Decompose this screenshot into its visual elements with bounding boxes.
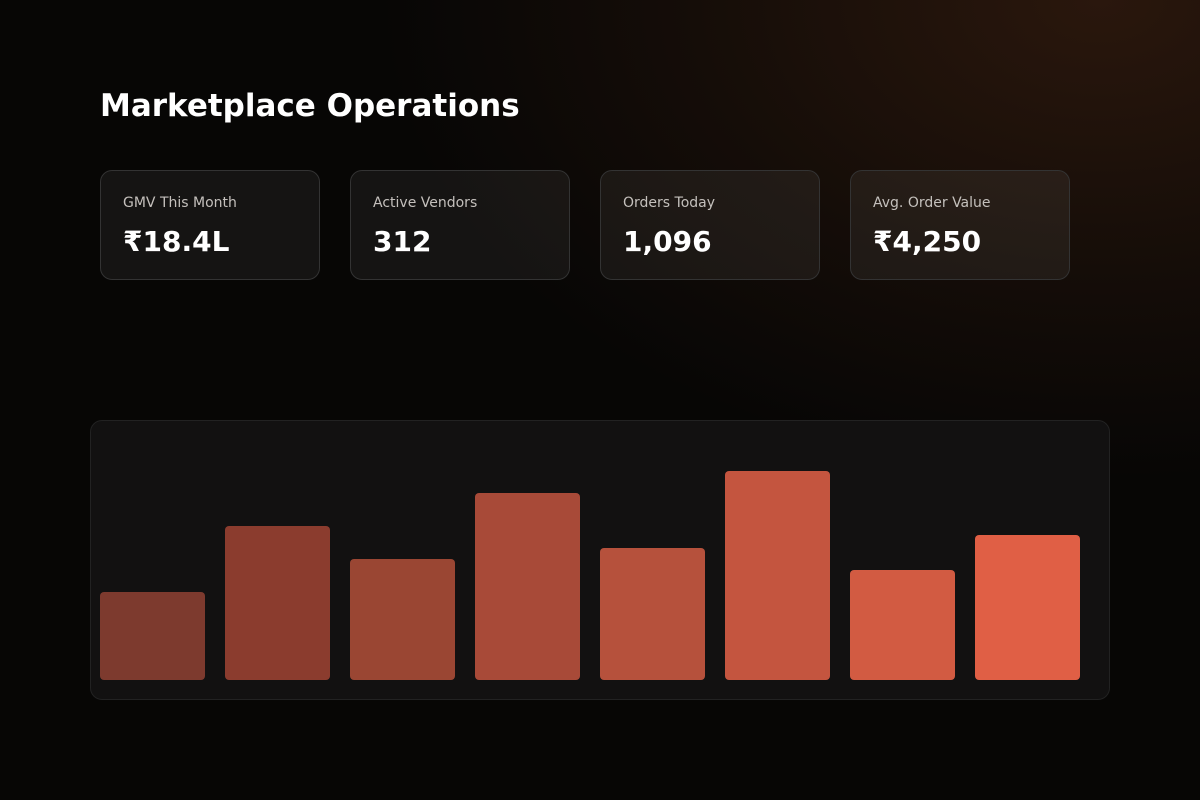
kpi-card: GMV This Month ₹18.4L [100, 170, 320, 280]
kpi-label: Avg. Order Value [873, 195, 991, 211]
bar [350, 559, 455, 680]
kpi-label: Orders Today [623, 195, 716, 211]
kpi-label: Active Vendors [373, 195, 478, 211]
chart-panel [90, 420, 1110, 700]
bar [225, 526, 330, 680]
kpi-card: Active Vendors 312 [350, 170, 570, 280]
bar [475, 493, 580, 680]
bar [600, 548, 705, 680]
bar [725, 471, 830, 680]
kpi-value: 312 [373, 225, 432, 258]
kpi-card: Avg. Order Value ₹4,250 [850, 170, 1070, 280]
kpi-value: 1,096 [623, 225, 712, 258]
bar [975, 535, 1080, 680]
bar [850, 570, 955, 680]
kpi-value: ₹18.4L [123, 225, 230, 258]
bar [100, 592, 205, 680]
page-title: Marketplace Operations [100, 88, 520, 124]
kpi-value: ₹4,250 [873, 225, 982, 258]
chart [100, 471, 1080, 680]
kpi-label: GMV This Month [123, 195, 237, 211]
kpi-card: Orders Today 1,096 [600, 170, 820, 280]
